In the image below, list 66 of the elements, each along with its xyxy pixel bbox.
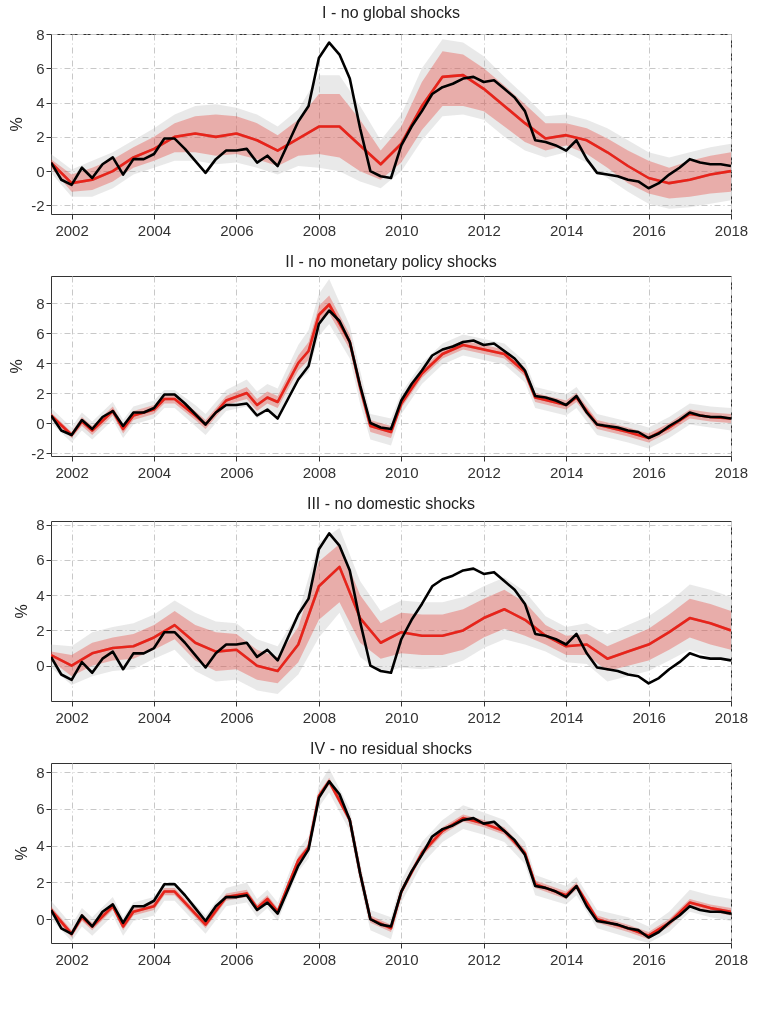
x-tick-label: 2014	[549, 221, 584, 239]
x-tick-label: 2018	[714, 708, 749, 726]
x-tick-label: 2012	[467, 708, 501, 726]
y-tick-label: 8	[36, 763, 45, 781]
x-tick-label: 2004	[137, 221, 172, 239]
y-axis-title: %	[8, 359, 26, 374]
y-tick-label: 4	[36, 837, 45, 855]
y-tick-label: -2	[31, 196, 45, 214]
y-axis-title: %	[13, 604, 31, 619]
y-tick-label: 8	[36, 294, 45, 312]
y-tick-label: 2	[36, 128, 45, 146]
x-tick-label: 2004	[137, 463, 172, 481]
x-tick-label: 2008	[302, 463, 337, 481]
y-tick-label: 6	[36, 324, 45, 342]
chart-title: IV - no residual shocks	[310, 740, 472, 757]
y-tick-label: 0	[36, 414, 45, 432]
y-axis-title: %	[8, 117, 26, 132]
chart-title: III - no domestic shocks	[306, 494, 476, 512]
y-tick-label: 4	[36, 354, 45, 372]
y-tick-label: 4	[36, 94, 45, 112]
y-tick-label: 4	[36, 586, 45, 604]
y-tick-label: 6	[36, 551, 45, 569]
y-axis-title: %	[13, 846, 31, 861]
x-tick-label: 2008	[302, 708, 337, 726]
y-tick-label: 0	[36, 657, 45, 675]
x-tick-label: 2008	[302, 950, 337, 968]
x-tick-label: 2008	[302, 221, 337, 239]
x-tick-label: 2016	[632, 221, 666, 239]
y-tick-label: 6	[36, 59, 45, 77]
x-tick-label: 2002	[55, 221, 89, 239]
x-tick-label: 2004	[137, 950, 172, 968]
x-tick-label: 2006	[220, 221, 254, 239]
x-tick-label: 2012	[467, 463, 501, 481]
x-tick-label: 2016	[632, 708, 666, 726]
y-tick-label: 2	[36, 873, 45, 891]
x-tick-label: 2006	[220, 950, 254, 968]
x-tick-label: 2018	[714, 463, 749, 481]
y-tick-label: -2	[31, 444, 45, 462]
x-tick-label: 2010	[385, 221, 419, 239]
chart-title: II - no monetary policy shocks	[285, 253, 497, 270]
y-tick-label: 2	[36, 621, 45, 639]
y-tick-label: 0	[36, 910, 45, 928]
x-tick-label: 2010	[385, 950, 419, 968]
x-tick-label: 2002	[55, 708, 89, 726]
x-tick-label: 2010	[385, 708, 419, 726]
x-tick-label: 2016	[632, 950, 666, 968]
x-tick-label: 2018	[714, 221, 749, 239]
x-tick-label: 2002	[55, 463, 89, 481]
chart-title: I - no global shocks	[322, 4, 460, 21]
y-tick-label: 0	[36, 162, 45, 180]
y-tick-label: 2	[36, 384, 45, 402]
x-tick-label: 2016	[632, 463, 666, 481]
x-tick-label: 2012	[467, 950, 501, 968]
x-tick-label: 2010	[385, 463, 419, 481]
x-tick-label: 2014	[549, 708, 584, 726]
x-tick-label: 2006	[220, 463, 254, 481]
y-tick-label: 6	[36, 800, 45, 818]
x-tick-label: 2014	[549, 950, 584, 968]
y-tick-label: 8	[36, 516, 45, 534]
x-tick-label: 2002	[55, 950, 89, 968]
x-tick-label: 2014	[549, 463, 584, 481]
x-tick-label: 2012	[467, 221, 501, 239]
x-tick-label: 2018	[714, 950, 749, 968]
x-tick-label: 2006	[220, 708, 254, 726]
y-tick-label: 8	[36, 25, 45, 43]
x-tick-label: 2004	[137, 708, 172, 726]
